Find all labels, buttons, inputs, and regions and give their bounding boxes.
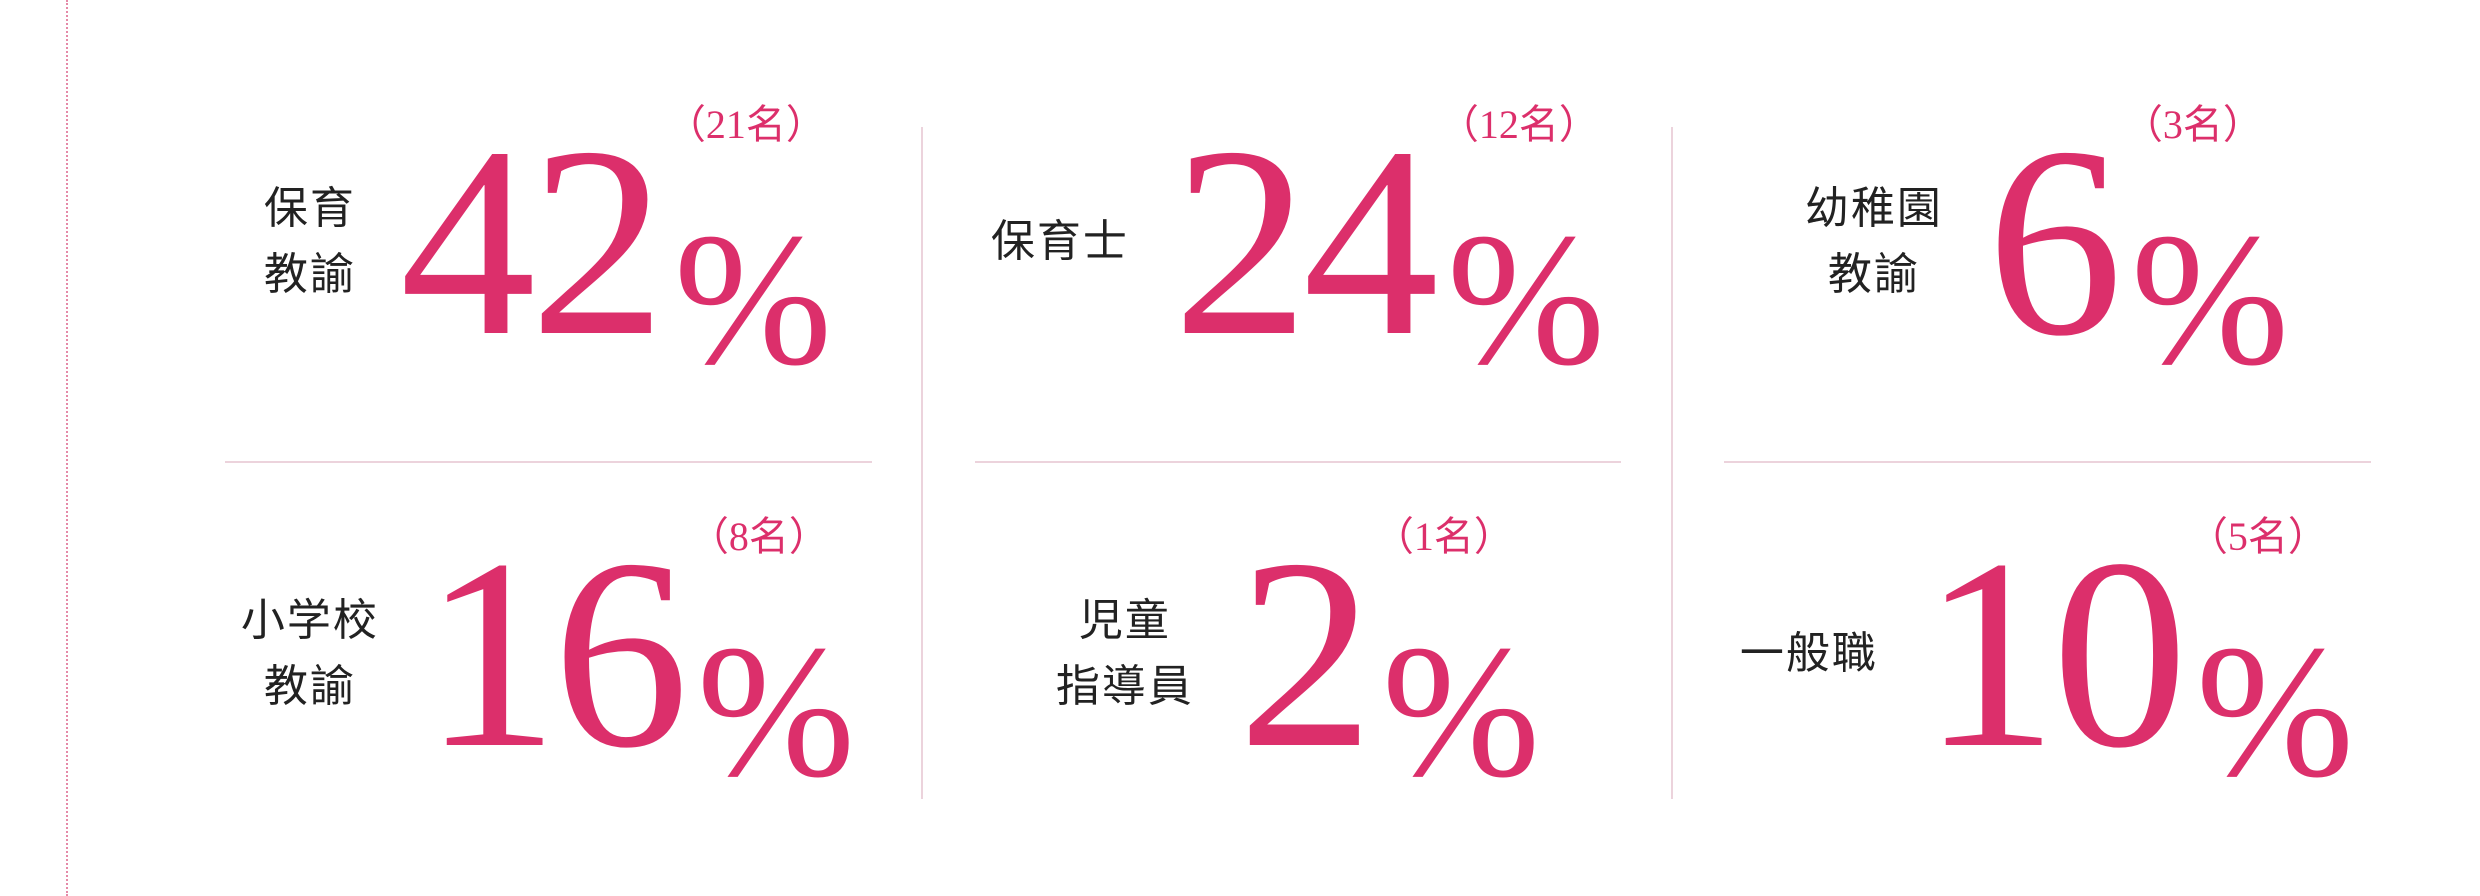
percentage-value: 16 xyxy=(422,503,689,805)
headcount: （21名） xyxy=(665,101,826,147)
unit-box: （8名） % xyxy=(689,514,855,807)
stat-value-group: 2 （1名） % xyxy=(1237,503,1540,807)
percent-sign: % xyxy=(1446,194,1606,405)
stat-cell: 保育士 24 （12名） % xyxy=(918,91,1678,395)
stat-value-group: 24 （12名） % xyxy=(1172,91,1605,395)
unit-box: （3名） % xyxy=(2123,102,2289,395)
dotted-divider xyxy=(66,0,68,896)
percentage-value: 6 xyxy=(1986,91,2123,393)
headcount: （3名） xyxy=(2122,101,2263,147)
percent-sign: % xyxy=(1381,606,1541,817)
headcount: （1名） xyxy=(1373,513,1514,559)
unit-box: （1名） % xyxy=(1374,514,1540,807)
stat-cell: 保育 教諭 42 （21名） % xyxy=(168,91,928,395)
percentage-value: 2 xyxy=(1237,503,1374,805)
stat-value-group: 16 （8名） % xyxy=(422,503,855,807)
percent-sign: % xyxy=(2130,194,2290,405)
row-divider xyxy=(975,461,1621,463)
job-label: 小学校 教諭 xyxy=(240,596,379,711)
column-divider xyxy=(1671,127,1673,799)
stat-value-group: 10 （5名） % xyxy=(1921,503,2354,807)
percent-sign: % xyxy=(696,606,856,817)
row-divider xyxy=(1724,461,2371,463)
row-divider xyxy=(225,461,872,463)
job-label: 児童 指導員 xyxy=(1055,596,1194,711)
stat-cell: 幼稚園 教諭 6 （3名） % xyxy=(1667,91,2427,395)
job-label: 一般職 xyxy=(1739,629,1878,678)
column-divider xyxy=(921,127,923,799)
headcount: （8名） xyxy=(688,513,829,559)
percentage-value: 24 xyxy=(1172,91,1439,393)
job-label: 幼稚園 教諭 xyxy=(1804,184,1943,299)
job-label: 保育 教諭 xyxy=(263,184,356,299)
unit-box: （21名） % xyxy=(666,102,832,395)
unit-box: （5名） % xyxy=(2188,514,2354,807)
headcount: （12名） xyxy=(1438,101,1599,147)
percent-sign: % xyxy=(2195,606,2355,817)
stat-value-group: 6 （3名） % xyxy=(1986,91,2289,395)
job-label: 保育士 xyxy=(990,217,1129,266)
headcount: （5名） xyxy=(2187,513,2328,559)
stat-cell: 小学校 教諭 16 （8名） % xyxy=(168,503,928,807)
percent-sign: % xyxy=(673,194,833,405)
unit-box: （12名） % xyxy=(1439,102,1605,395)
stat-cell: 児童 指導員 2 （1名） % xyxy=(918,503,1678,807)
stat-value-group: 42 （21名） % xyxy=(399,91,832,395)
stat-cell: 一般職 10 （5名） % xyxy=(1667,503,2427,807)
percentage-value: 42 xyxy=(399,91,666,393)
percentage-value: 10 xyxy=(1921,503,2188,805)
